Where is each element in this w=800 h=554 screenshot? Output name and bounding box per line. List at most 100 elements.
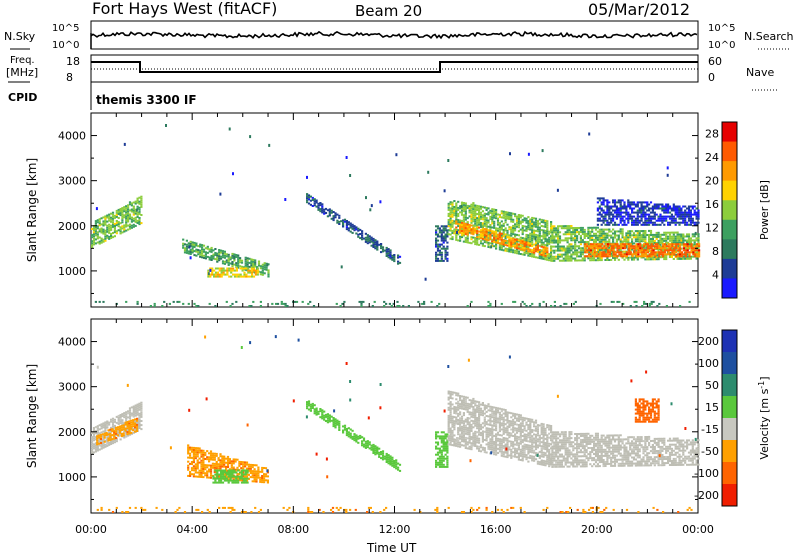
heatmap-cell <box>612 238 615 241</box>
heatmap-cell <box>449 201 452 204</box>
heatmap-cell <box>531 249 534 252</box>
heatmap-cell <box>132 407 135 410</box>
heatmap-cell <box>566 227 569 230</box>
heatmap-cell <box>94 228 97 231</box>
heatmap-cell <box>225 457 228 460</box>
heatmap-cell <box>558 247 562 250</box>
heatmap-cell <box>398 305 401 307</box>
heatmap-cell <box>218 257 221 260</box>
heatmap-cell <box>476 221 479 224</box>
heatmap-cell <box>610 221 613 224</box>
heatmap-cell <box>442 459 445 462</box>
heatmap-cell <box>504 213 507 216</box>
heatmap-cell <box>330 419 333 422</box>
heatmap-cell <box>495 209 498 211</box>
heatmap-cell <box>453 424 456 427</box>
heatmap-cell <box>240 477 244 480</box>
heatmap-cell <box>134 212 137 215</box>
heatmap-cell <box>376 246 379 249</box>
heatmap-cell <box>100 431 103 434</box>
heatmap-cell <box>627 249 630 252</box>
heatmap-cell <box>553 235 556 238</box>
y-tick-label: 4000 <box>58 130 86 143</box>
heatmap-cell <box>631 201 634 204</box>
heatmap-cell <box>204 454 207 456</box>
heatmap-cell <box>620 243 623 246</box>
heatmap-cell <box>96 447 99 450</box>
heatmap-cell <box>690 249 693 252</box>
heatmap-cell <box>678 205 681 208</box>
heatmap-cell <box>219 459 222 462</box>
heatmap-cell <box>100 217 103 220</box>
heatmap-cell <box>309 300 312 303</box>
heatmap-cell <box>557 253 560 256</box>
heatmap-cell <box>239 265 242 268</box>
heatmap-cell <box>638 232 641 235</box>
heatmap-cell <box>284 302 287 305</box>
heatmap-cell <box>521 246 524 249</box>
heatmap-cell <box>104 425 107 428</box>
heatmap-cell <box>460 232 464 235</box>
heatmap-cell <box>446 231 449 234</box>
heatmap-cell <box>521 300 524 303</box>
heatmap-cell <box>640 205 643 208</box>
heatmap-cell <box>228 127 231 131</box>
heatmap-cell <box>307 402 311 405</box>
heatmap-cell <box>470 217 473 220</box>
heatmap-cell <box>523 225 526 228</box>
heatmap-cell <box>208 468 211 471</box>
heatmap-cell <box>680 241 683 244</box>
heatmap-cell <box>481 222 484 225</box>
heatmap-cell <box>438 461 441 464</box>
heatmap-cell <box>616 251 619 254</box>
heatmap-cell <box>556 188 559 192</box>
heatmap-cell <box>119 214 122 217</box>
heatmap-cell <box>579 251 582 254</box>
heatmap-cell <box>220 255 223 258</box>
heatmap-cell <box>627 217 630 220</box>
heatmap-cell <box>345 222 348 224</box>
heatmap-cell <box>651 240 654 242</box>
heatmap-cell <box>686 215 689 218</box>
heatmap-cell <box>679 249 682 252</box>
heatmap-cell <box>472 233 475 236</box>
heatmap-cell <box>659 256 662 259</box>
heatmap-cell <box>453 408 456 410</box>
heatmap-cell <box>214 248 217 250</box>
heatmap-cell <box>483 216 486 219</box>
heatmap-cell <box>442 445 445 448</box>
heatmap-cell <box>633 247 636 250</box>
heatmap-cell <box>132 219 135 222</box>
heatmap-cell <box>587 228 590 231</box>
heatmap-cell <box>651 209 654 212</box>
heatmap-cell <box>94 438 97 441</box>
heatmap-cell <box>550 235 553 238</box>
heatmap-cell <box>491 214 494 217</box>
heatmap-cell <box>542 248 545 251</box>
heatmap-cell <box>521 233 524 236</box>
heatmap-cell <box>481 231 484 234</box>
heatmap-cell <box>244 479 247 482</box>
heatmap-cell <box>654 243 657 246</box>
freq-label-1: Freq. <box>10 55 35 66</box>
heatmap-cell <box>572 253 575 256</box>
heatmap-cell <box>115 211 118 214</box>
heatmap-cell <box>245 461 249 464</box>
heatmap-cell <box>189 475 192 477</box>
heatmap-cell <box>436 227 440 230</box>
heatmap-cell <box>670 215 673 218</box>
heatmap-cell <box>510 246 513 249</box>
heatmap-cell <box>472 208 475 211</box>
heatmap-cell <box>442 435 445 438</box>
heatmap-cell <box>634 217 637 220</box>
heatmap-cell <box>602 211 605 214</box>
heatmap-cell <box>574 251 577 254</box>
heatmap-cell <box>130 421 133 424</box>
heatmap-cell <box>536 222 539 225</box>
heatmap-cell <box>588 132 591 136</box>
heatmap-cell <box>597 247 600 250</box>
heatmap-cell <box>264 475 268 478</box>
heatmap-cell <box>491 238 494 241</box>
heatmap-cell <box>132 405 135 408</box>
heatmap-cell <box>127 218 130 221</box>
